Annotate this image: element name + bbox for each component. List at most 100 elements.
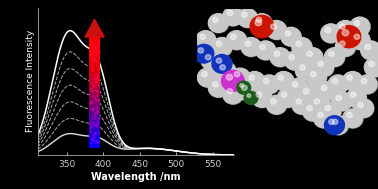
Bar bbox=[90, 135, 100, 136]
Circle shape bbox=[325, 48, 345, 67]
Bar bbox=[90, 102, 100, 103]
Circle shape bbox=[245, 41, 251, 46]
Circle shape bbox=[288, 78, 308, 97]
Circle shape bbox=[289, 79, 309, 98]
Bar bbox=[90, 127, 100, 128]
Circle shape bbox=[350, 18, 370, 36]
Circle shape bbox=[328, 116, 348, 135]
Bar bbox=[90, 87, 100, 88]
Circle shape bbox=[299, 85, 319, 104]
Bar bbox=[90, 121, 100, 123]
Circle shape bbox=[205, 55, 211, 60]
Circle shape bbox=[222, 71, 245, 92]
Circle shape bbox=[212, 38, 232, 57]
Circle shape bbox=[227, 10, 232, 16]
Bar bbox=[90, 123, 100, 124]
Circle shape bbox=[321, 85, 327, 91]
Bar bbox=[90, 41, 100, 43]
Circle shape bbox=[336, 21, 356, 40]
Circle shape bbox=[303, 48, 323, 67]
Bar bbox=[90, 54, 100, 55]
Circle shape bbox=[292, 37, 312, 56]
Circle shape bbox=[296, 41, 302, 46]
Circle shape bbox=[318, 112, 323, 118]
Circle shape bbox=[306, 68, 326, 87]
Bar bbox=[90, 63, 100, 65]
Circle shape bbox=[332, 119, 338, 125]
Circle shape bbox=[237, 81, 251, 94]
Circle shape bbox=[314, 58, 333, 77]
Circle shape bbox=[347, 75, 352, 80]
Circle shape bbox=[267, 21, 287, 40]
Circle shape bbox=[267, 96, 287, 115]
Bar bbox=[90, 81, 100, 83]
Circle shape bbox=[310, 96, 330, 115]
Bar bbox=[90, 62, 100, 63]
Bar bbox=[90, 99, 100, 101]
Bar bbox=[90, 37, 100, 38]
Circle shape bbox=[212, 17, 218, 22]
Circle shape bbox=[296, 61, 315, 80]
Circle shape bbox=[240, 84, 243, 87]
Circle shape bbox=[335, 21, 355, 39]
Circle shape bbox=[369, 61, 374, 67]
Bar bbox=[90, 84, 100, 85]
Circle shape bbox=[332, 92, 352, 111]
Circle shape bbox=[321, 24, 341, 43]
Circle shape bbox=[282, 28, 301, 46]
Circle shape bbox=[342, 109, 363, 128]
Bar bbox=[90, 60, 100, 62]
Bar bbox=[90, 101, 100, 102]
Bar bbox=[90, 73, 100, 74]
Bar bbox=[90, 91, 100, 92]
Circle shape bbox=[350, 17, 370, 36]
Circle shape bbox=[223, 85, 243, 104]
Circle shape bbox=[332, 78, 338, 84]
Circle shape bbox=[241, 37, 261, 56]
Circle shape bbox=[357, 75, 377, 94]
Circle shape bbox=[242, 38, 262, 57]
Circle shape bbox=[208, 14, 228, 33]
Circle shape bbox=[198, 69, 218, 87]
Bar bbox=[90, 145, 100, 146]
Circle shape bbox=[314, 109, 333, 128]
Bar bbox=[90, 58, 100, 59]
Circle shape bbox=[328, 116, 349, 135]
Circle shape bbox=[342, 30, 349, 36]
Circle shape bbox=[358, 102, 363, 108]
Circle shape bbox=[354, 34, 359, 40]
Bar bbox=[90, 85, 100, 87]
Circle shape bbox=[237, 82, 257, 101]
Circle shape bbox=[358, 75, 378, 94]
Circle shape bbox=[310, 95, 330, 114]
Circle shape bbox=[354, 99, 374, 118]
Circle shape bbox=[328, 75, 348, 94]
Circle shape bbox=[321, 103, 341, 121]
Bar bbox=[90, 83, 100, 84]
Circle shape bbox=[208, 78, 228, 97]
Circle shape bbox=[194, 45, 214, 64]
Bar bbox=[90, 70, 100, 72]
Circle shape bbox=[198, 48, 204, 53]
Circle shape bbox=[321, 102, 341, 121]
Bar bbox=[90, 77, 100, 78]
Bar bbox=[90, 88, 100, 90]
Bar bbox=[90, 44, 100, 45]
Circle shape bbox=[318, 82, 338, 101]
Bar bbox=[90, 51, 100, 52]
Circle shape bbox=[256, 92, 262, 97]
Circle shape bbox=[314, 109, 334, 128]
Bar bbox=[90, 40, 100, 41]
Bar bbox=[90, 56, 100, 58]
Circle shape bbox=[223, 86, 243, 104]
Circle shape bbox=[266, 21, 287, 39]
Bar bbox=[90, 124, 100, 125]
Circle shape bbox=[318, 61, 323, 67]
Bar bbox=[90, 94, 100, 95]
Circle shape bbox=[337, 26, 361, 48]
Bar bbox=[90, 95, 100, 96]
Circle shape bbox=[271, 24, 276, 29]
Circle shape bbox=[212, 82, 218, 87]
Circle shape bbox=[325, 116, 345, 135]
Bar bbox=[90, 146, 100, 148]
